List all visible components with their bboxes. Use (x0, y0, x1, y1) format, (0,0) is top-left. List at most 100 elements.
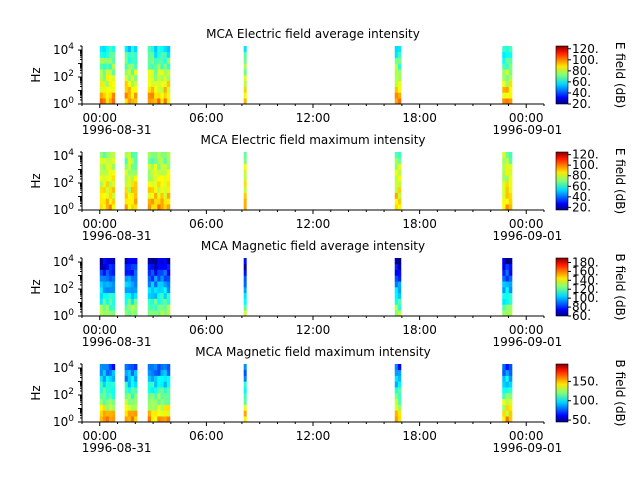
heatmap-cell (130, 51, 135, 58)
x-tick-label: 12:00 (296, 217, 331, 231)
heatmap-cell (166, 292, 171, 299)
heatmap-cell (166, 198, 171, 205)
heatmap-cell (108, 364, 113, 371)
x-tick-label: 06:00 (189, 323, 224, 337)
heatmap-cell (108, 269, 113, 276)
data-block (99, 152, 116, 211)
heatmap-cell (150, 304, 155, 311)
panel-3: MCA Magnetic field average intensity 100 1… (29, 239, 627, 349)
heatmap-cell (147, 51, 152, 58)
heatmap-cell (502, 381, 506, 388)
heatmap-cell (127, 63, 132, 70)
heatmap-cell (99, 198, 104, 205)
heatmap-cell (502, 157, 506, 164)
heatmap-cell (505, 292, 510, 299)
heatmap-cell (508, 310, 513, 317)
heatmap-cell (150, 364, 155, 371)
heatmap-cell (166, 46, 171, 53)
data-block (124, 364, 138, 423)
heatmap-cell (154, 393, 158, 400)
heatmap-cell (127, 152, 132, 159)
heatmap-cell (154, 387, 158, 394)
heatmap-cell (147, 387, 152, 394)
heatmap-cell (150, 269, 155, 276)
heatmap-cell (108, 181, 113, 188)
heatmap-cell (127, 181, 132, 188)
heatmap-cell (124, 51, 129, 58)
heatmap-cell (166, 169, 171, 176)
heatmap-cell (130, 375, 135, 382)
heatmap-cell (157, 169, 161, 176)
heatmap-cell (505, 375, 510, 382)
heatmap-cell (160, 275, 164, 282)
heatmap-cell (508, 92, 513, 99)
heatmap-cell (130, 192, 135, 199)
heatmap-cell (394, 198, 399, 205)
heatmap-cell (127, 398, 132, 405)
heatmap-cell (130, 86, 135, 93)
heatmap-cell (130, 381, 135, 388)
heatmap-cell (163, 198, 168, 205)
colorbar-tick-label: 20. (572, 97, 591, 111)
heatmap-cell (163, 57, 168, 64)
heatmap-cell (105, 46, 110, 53)
heatmap-cell (166, 398, 171, 405)
heatmap-cell (102, 46, 107, 53)
heatmap-cell (133, 186, 138, 193)
heatmap-cell (147, 292, 152, 299)
heatmap-cell (394, 310, 399, 317)
colorbar-tick-label: 100. (572, 291, 599, 305)
heatmap-cell (111, 398, 116, 405)
y-axis-label: Hz (29, 67, 43, 82)
heatmap-cell (108, 51, 113, 58)
heatmap-cell (166, 269, 171, 276)
heatmap-cell (102, 192, 107, 199)
heatmap-cell (111, 57, 116, 64)
heatmap-cell (102, 198, 107, 205)
heatmap-cell (166, 369, 171, 376)
heatmap-cell (105, 75, 110, 82)
heatmap-cell (160, 92, 164, 99)
heatmap-cell (502, 393, 506, 400)
heatmap-cell (130, 292, 135, 299)
heatmap-cell (166, 98, 171, 105)
heatmap-cell (147, 416, 152, 423)
heatmap-cell (102, 398, 107, 405)
heatmap-cell (150, 69, 155, 76)
heatmap-cell (111, 86, 116, 93)
heatmap-cell (243, 310, 247, 317)
heatmap-cell (243, 98, 247, 105)
date-label-start: 1996-08-31 (82, 229, 152, 243)
y-tick-label: 104 (53, 360, 74, 375)
heatmap-cell (102, 263, 107, 270)
heatmap-cell (502, 63, 506, 70)
heatmap-cell (108, 410, 113, 417)
heatmap-cell (160, 375, 164, 382)
heatmap-cell (160, 46, 164, 53)
heatmap-cell (99, 75, 104, 82)
heatmap-cell (124, 375, 129, 382)
heatmap-cell (105, 410, 110, 417)
heatmap-cell (505, 310, 510, 317)
heatmap-cell (102, 157, 107, 164)
data-block (243, 258, 247, 317)
heatmap-cell (130, 387, 135, 394)
heatmap-cell (160, 192, 164, 199)
heatmap-cell (508, 98, 513, 105)
x-tick-label: 18:00 (402, 217, 437, 231)
heatmap-cell (105, 57, 110, 64)
heatmap-cell (394, 304, 399, 311)
heatmap-cell (150, 393, 155, 400)
colorbar: 20.40.60.80.100.120. E field (dB) (555, 148, 627, 214)
heatmap-cell (394, 186, 399, 193)
heatmap-cell (157, 186, 161, 193)
heatmap-cell (397, 369, 402, 376)
heatmap-cell (502, 258, 506, 265)
heatmap-cell (508, 281, 513, 288)
heatmap-cell (397, 186, 402, 193)
heatmap-cell (127, 275, 132, 282)
heatmap-cell (108, 57, 113, 64)
heatmap-cell (505, 263, 510, 270)
y-tick-label: 104 (53, 254, 74, 269)
heatmap-cell (102, 152, 107, 159)
